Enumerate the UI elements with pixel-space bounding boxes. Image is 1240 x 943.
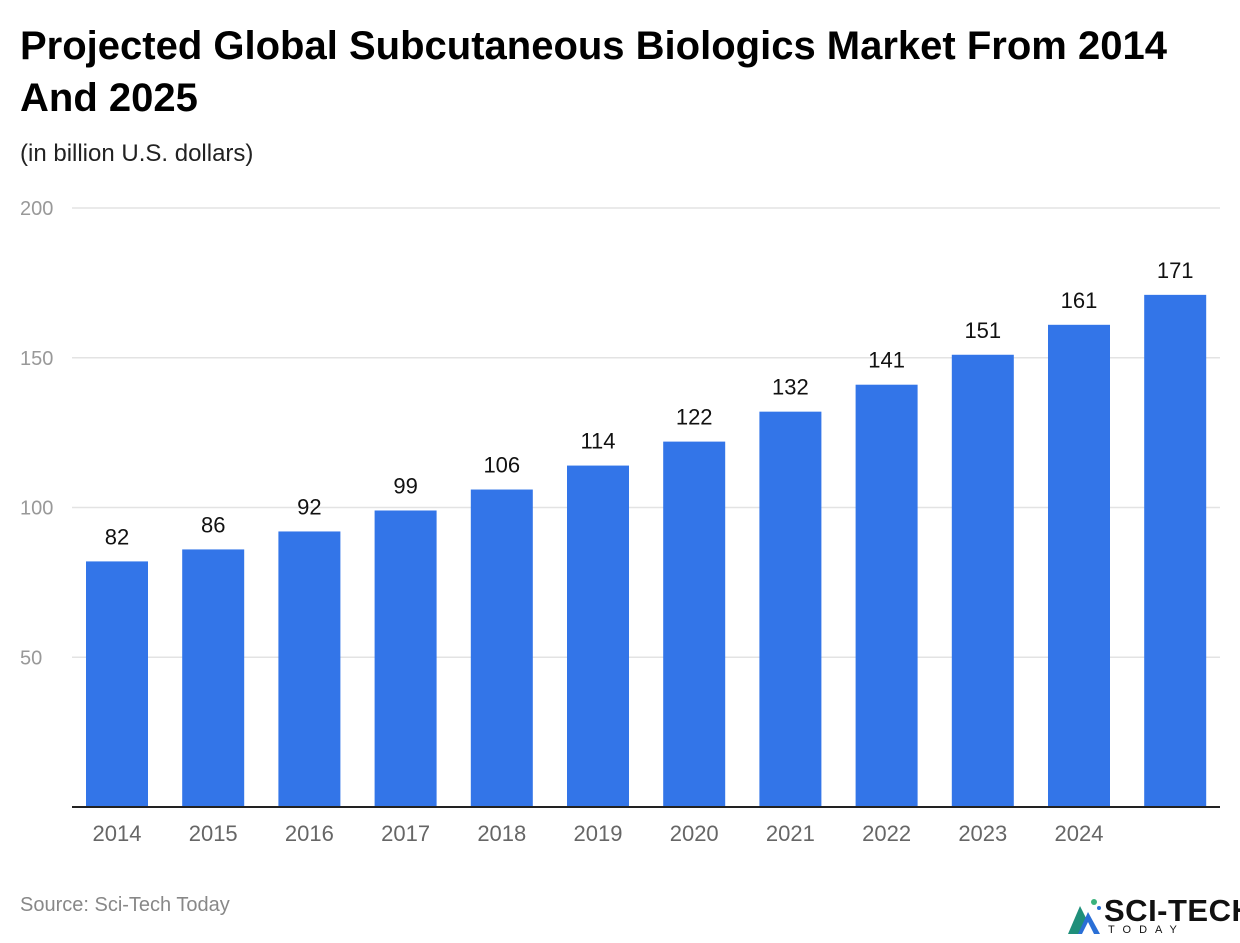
bar bbox=[182, 549, 245, 807]
data-label: 161 bbox=[1061, 288, 1098, 313]
data-label: 141 bbox=[868, 348, 905, 373]
logo-mark-icon bbox=[1068, 899, 1101, 934]
bar bbox=[759, 411, 822, 807]
bar bbox=[86, 561, 148, 807]
bar-chart: 50 100 150 200 82 2014 86 2015 92 2016 99 2017 106 20… bbox=[20, 198, 1220, 846]
bar bbox=[470, 489, 533, 807]
y-tick-label: 200 bbox=[20, 198, 53, 220]
x-tick-label: 2024 bbox=[1055, 821, 1104, 846]
logo-subtext: TODAY bbox=[1108, 924, 1185, 936]
x-tick-label: 2020 bbox=[670, 821, 719, 846]
bar bbox=[374, 510, 437, 807]
bar bbox=[951, 354, 1014, 807]
sci-tech-today-logo: SCI-TECH TODAY bbox=[1064, 894, 1240, 938]
x-tick-label: 2022 bbox=[862, 821, 911, 846]
data-label: 106 bbox=[483, 453, 520, 478]
x-tick-label: 2017 bbox=[381, 821, 430, 846]
bar bbox=[855, 384, 918, 807]
bar bbox=[278, 531, 341, 807]
y-tick-label: 100 bbox=[20, 498, 53, 520]
bar bbox=[1048, 324, 1110, 807]
x-tick-label: 2015 bbox=[189, 821, 238, 846]
bar bbox=[663, 441, 726, 807]
data-label: 122 bbox=[676, 405, 713, 430]
x-tick-label: 2021 bbox=[766, 821, 815, 846]
x-tick-label: 2018 bbox=[477, 821, 526, 846]
y-tick-label: 50 bbox=[20, 647, 42, 669]
source-note: Source: Sci-Tech Today bbox=[20, 894, 230, 916]
data-label: 114 bbox=[580, 429, 615, 454]
data-label: 92 bbox=[297, 494, 321, 519]
chart-subtitle: (in billion U.S. dollars) bbox=[20, 140, 254, 167]
data-label: 151 bbox=[964, 318, 1001, 343]
x-tick-label: 2016 bbox=[285, 821, 334, 846]
data-label: 86 bbox=[201, 512, 225, 537]
data-label: 171 bbox=[1157, 258, 1194, 283]
chart-title: Projected Global Subcutaneous Biologics … bbox=[20, 24, 1167, 120]
x-tick-label: 2014 bbox=[93, 821, 142, 846]
x-tick-label: 2023 bbox=[958, 821, 1007, 846]
logo-text: SCI-TECH bbox=[1104, 893, 1240, 928]
data-label: 132 bbox=[772, 375, 809, 400]
y-tick-label: 150 bbox=[20, 348, 53, 370]
bar bbox=[567, 465, 629, 807]
bar bbox=[1144, 294, 1207, 808]
x-tick-label: 2019 bbox=[574, 821, 623, 846]
data-label: 82 bbox=[105, 524, 129, 549]
data-label: 99 bbox=[393, 473, 417, 498]
